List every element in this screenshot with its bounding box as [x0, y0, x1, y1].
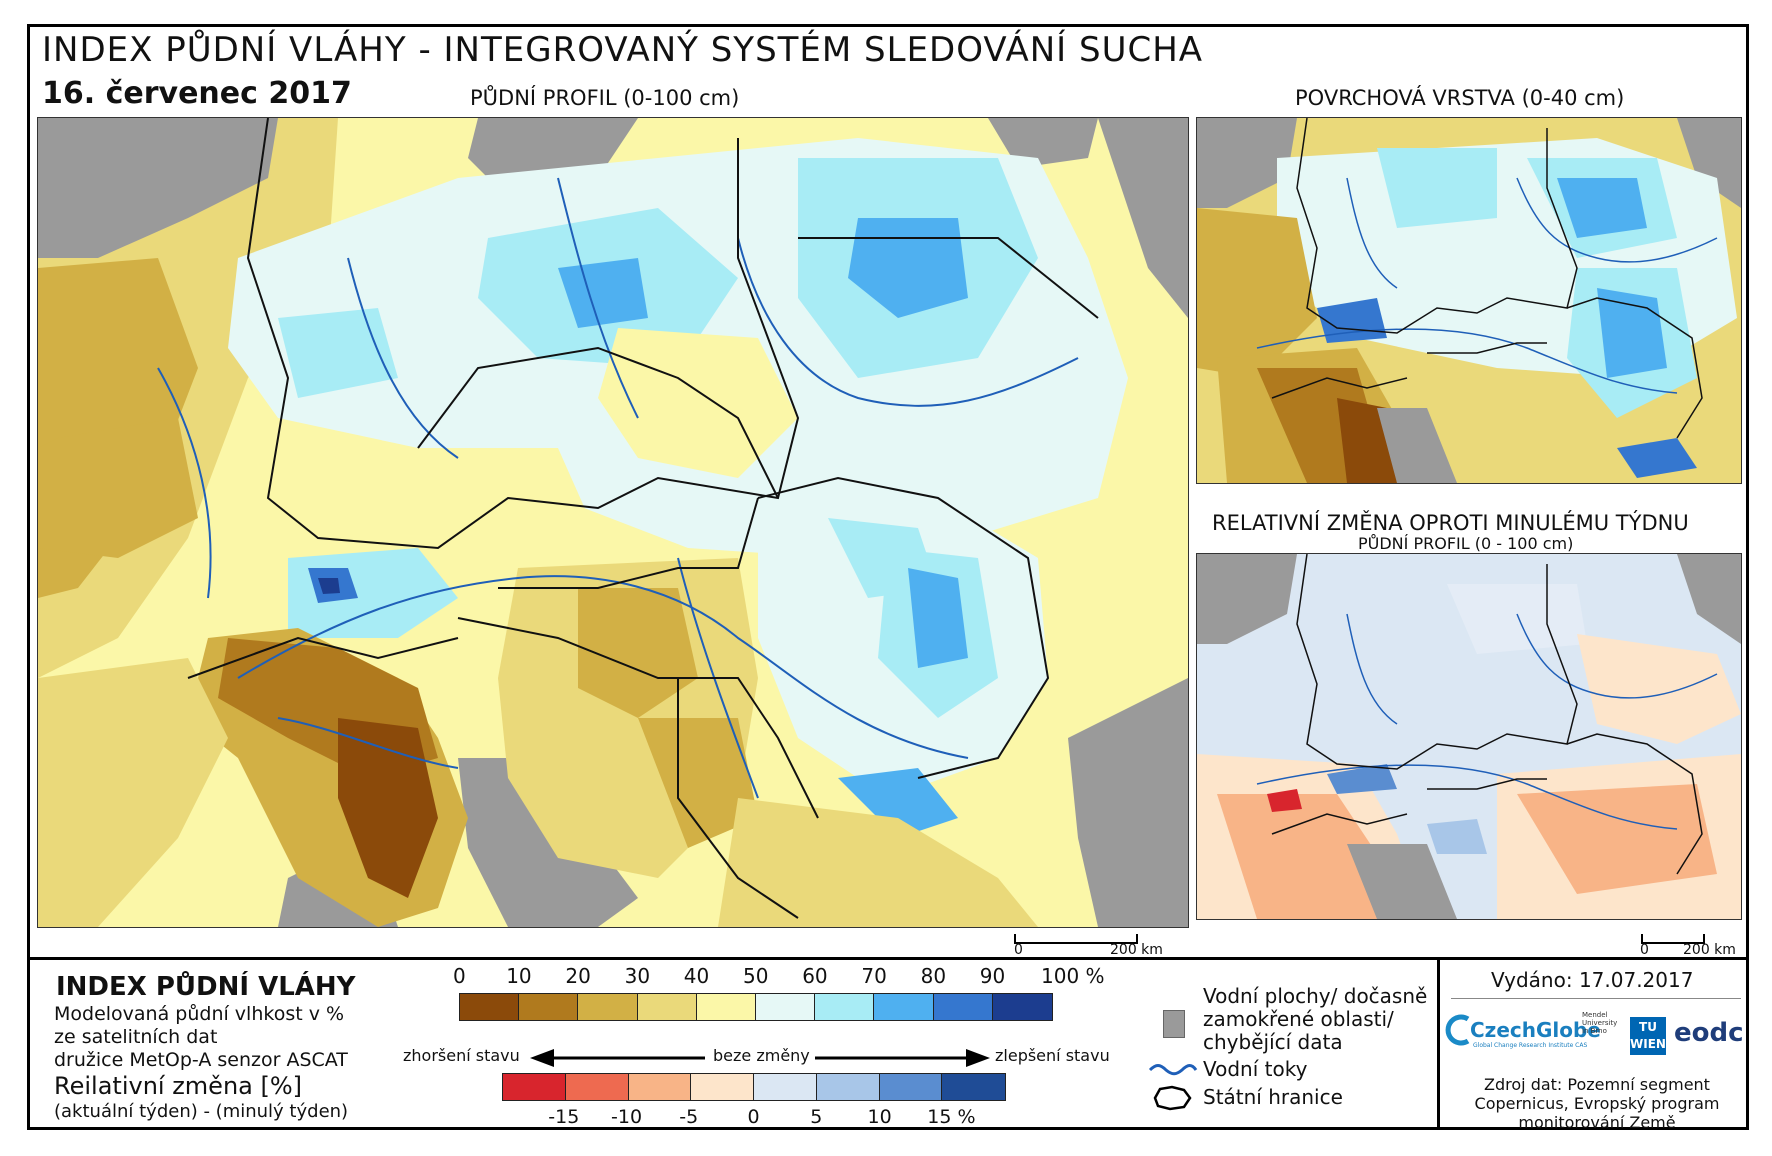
source-line2: Copernicus, Evropský program	[1474, 1094, 1720, 1113]
left-arrow-icon	[530, 1049, 705, 1067]
river-line-icon	[1148, 1064, 1198, 1076]
moisture-tick-label: 80	[920, 964, 947, 988]
moisture-tick-label: 30	[624, 964, 651, 988]
date-label: 16. červenec 2017	[42, 76, 352, 111]
change-tick-label: -5	[679, 1106, 699, 1128]
change-tick-label: 15 %	[927, 1106, 976, 1128]
moisture-tick-label: 50	[743, 964, 769, 988]
change-tick-label: 10	[867, 1106, 892, 1128]
main-soil-moisture-map	[37, 117, 1189, 928]
change-color-bar	[502, 1073, 1006, 1101]
bottom-right-map-sublabel: PŮDNÍ PROFIL (0 - 100 cm)	[1358, 534, 1574, 553]
moisture-tick-label: 100 %	[1041, 964, 1105, 988]
czechglobe-logo	[1442, 1013, 1472, 1051]
arrow-mid-label: beze změny	[713, 1046, 810, 1065]
arrow-right-label: zlepšení stavu	[995, 1046, 1110, 1065]
change-heading: Reilativní změna [%]	[54, 1072, 303, 1100]
change-swatch-4	[754, 1074, 817, 1100]
moisture-tick-label: 20	[565, 964, 591, 988]
moisture-tick-label: 10	[506, 964, 532, 988]
moisture-swatch-4	[696, 994, 756, 1020]
border-outline-icon	[1153, 1085, 1192, 1111]
water-label-line1: Vodní plochy/ dočasně	[1203, 984, 1428, 1008]
change-tick-label: 0	[747, 1106, 760, 1128]
change-swatch-0	[503, 1074, 566, 1100]
page-title: INDEX PŮDNÍ VLÁHY - INTEGROVANÝ SYSTÉM S…	[42, 30, 1204, 70]
change-map-graphic	[1197, 554, 1741, 919]
surface-map-graphic	[1197, 118, 1741, 483]
source-line3: monitorování Země	[1518, 1113, 1676, 1132]
small-scale-zero: 0	[1640, 942, 1649, 958]
arrow-left-label: zhoršení stavu	[403, 1046, 520, 1065]
relative-change-map	[1196, 553, 1742, 920]
legend-heading: INDEX PŮDNÍ VLÁHY	[56, 972, 356, 1002]
bottom-right-map-label: RELATIVNÍ ZMĚNA OPROTI MINULÉMU TÝDNU	[1212, 511, 1689, 535]
czechglobe-logo-sub: Global Change Research Institute CAS	[1473, 1042, 1588, 1049]
moisture-swatch-9	[992, 994, 1052, 1020]
legend-separator	[1437, 957, 1440, 1130]
moisture-swatch-2	[578, 994, 638, 1020]
borders-label: Státní hranice	[1203, 1085, 1343, 1109]
legend-desc-line3: družice MetOp-A senzor ASCAT	[54, 1049, 348, 1071]
moisture-color-bar	[459, 993, 1053, 1021]
rivers-label: Vodní toky	[1203, 1057, 1308, 1081]
moisture-swatch-6	[815, 994, 875, 1020]
moisture-swatch-5	[755, 994, 816, 1020]
mendel-logo: Mendel University in Brno	[1582, 1011, 1618, 1035]
water-label-line3: chybějící data	[1203, 1030, 1343, 1054]
moisture-tick-label: 40	[683, 964, 710, 988]
moisture-tick-label: 0	[453, 964, 466, 988]
moisture-swatch-1	[519, 994, 579, 1020]
source-line1: Zdroj dat: Pozemní segment	[1484, 1075, 1710, 1094]
main-map-label: PŮDNÍ PROFIL (0-100 cm)	[470, 86, 740, 110]
main-map-graphic	[38, 118, 1188, 927]
moisture-swatch-0	[460, 994, 520, 1020]
main-scale-end: 200 km	[1110, 942, 1163, 958]
issued-date: Vydáno: 17.07.2017	[1491, 968, 1694, 992]
moisture-tick-label: 60	[802, 964, 828, 988]
main-scale-bar	[1014, 934, 1138, 944]
legend-desc-line2: ze satelitních dat	[54, 1026, 218, 1048]
change-swatch-1	[565, 1074, 629, 1100]
change-desc: (aktuální týden) - (minulý týden)	[54, 1101, 349, 1122]
right-arrow-icon	[815, 1049, 990, 1067]
surface-layer-map	[1196, 117, 1742, 484]
tuwien-logo: TU WIEN	[1630, 1017, 1666, 1055]
moisture-swatch-3	[637, 994, 697, 1020]
small-scale-bar	[1641, 934, 1705, 944]
change-tick-label: -10	[611, 1106, 643, 1128]
top-right-map-label: POVRCHOVÁ VRSTVA (0-40 cm)	[1295, 86, 1625, 110]
water-label-line2: zamokřené oblasti/	[1203, 1007, 1394, 1031]
change-swatch-7	[942, 1074, 1005, 1100]
main-scale-zero: 0	[1014, 942, 1023, 958]
legend-panel	[27, 957, 1749, 1130]
moisture-swatch-8	[933, 994, 993, 1020]
info-divider	[1451, 998, 1741, 999]
moisture-swatch-7	[874, 994, 934, 1020]
czechglobe-logo-text: CzechGlobe	[1470, 1018, 1601, 1042]
moisture-tick-label: 70	[861, 964, 887, 988]
change-swatch-5	[816, 1074, 880, 1100]
moisture-tick-label: 90	[979, 964, 1006, 988]
eodc-logo: eodc	[1674, 1018, 1744, 1048]
change-swatch-2	[628, 1074, 692, 1100]
change-swatch-3	[691, 1074, 754, 1100]
change-swatch-6	[879, 1074, 943, 1100]
change-tick-label: -15	[548, 1106, 580, 1128]
czechglobe-icon	[1445, 1014, 1470, 1046]
small-scale-end: 200 km	[1683, 942, 1736, 958]
missing-data-swatch	[1163, 1010, 1185, 1038]
change-tick-label: 5	[810, 1106, 823, 1128]
legend-desc-line1: Modelovaná půdní vlhkost v %	[54, 1003, 345, 1025]
